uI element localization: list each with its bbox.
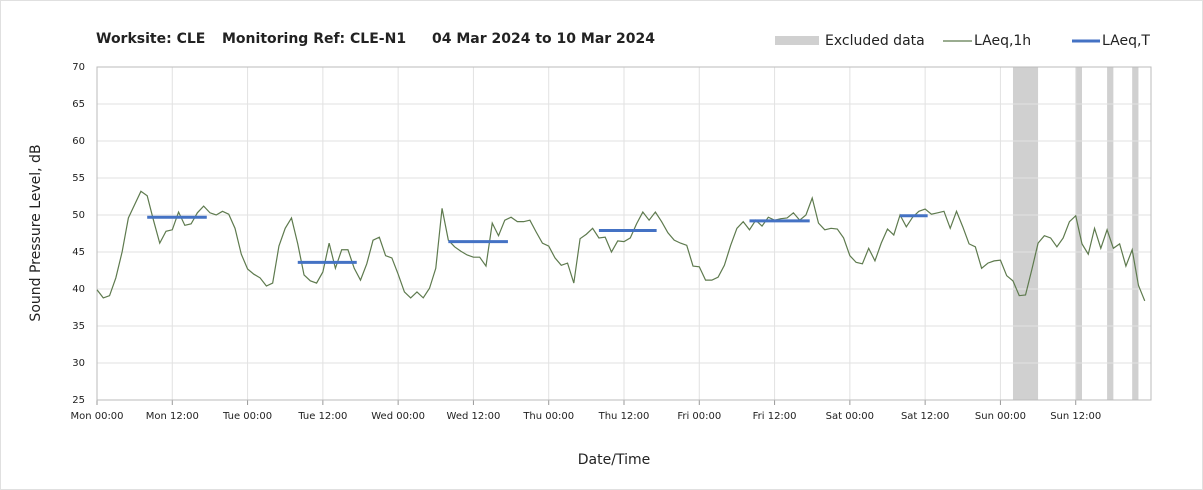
x-tick-label: Thu 12:00 xyxy=(598,411,650,422)
x-tick-label: Mon 12:00 xyxy=(146,411,199,422)
x-tick-label: Wed 12:00 xyxy=(447,411,501,422)
title-dates: 04 Mar 2024 to 10 Mar 2024 xyxy=(432,31,655,47)
x-tick-label: Sat 00:00 xyxy=(826,411,874,422)
x-tick-label: Wed 00:00 xyxy=(371,411,425,422)
title-worksite: Worksite: CLE xyxy=(96,31,205,47)
y-axis-label: Sound Pressure Level, dB xyxy=(28,144,44,321)
y-tick-label: 40 xyxy=(72,284,85,295)
series-line xyxy=(96,190,1146,302)
x-axis-label: Date/Time xyxy=(578,452,650,468)
excluded-range xyxy=(1132,67,1139,400)
excluded-range xyxy=(1075,67,1082,400)
y-tick-label: 25 xyxy=(72,395,85,406)
title-ref: Monitoring Ref: CLE-N1 xyxy=(222,31,406,47)
excluded-range xyxy=(1107,67,1114,400)
excluded-range xyxy=(1012,67,1039,400)
x-tick-label: Tue 12:00 xyxy=(297,411,347,422)
legend-label: LAeq,1h xyxy=(974,33,1031,49)
x-tick-label: Fri 12:00 xyxy=(753,411,797,422)
legend-label: Excluded data xyxy=(825,33,925,49)
y-tick-label: 30 xyxy=(72,358,85,369)
y-tick-label: 50 xyxy=(72,210,85,221)
x-tick-label: Sun 12:00 xyxy=(1050,411,1101,422)
plot-border xyxy=(96,66,1152,401)
y-tick-label: 35 xyxy=(72,321,85,332)
legend-label: LAeq,T xyxy=(1102,33,1150,49)
y-tick-label: 65 xyxy=(72,99,85,110)
y-tick-label: 70 xyxy=(72,62,85,73)
x-tick-label: Sun 00:00 xyxy=(975,411,1026,422)
x-tick-label: Fri 00:00 xyxy=(677,411,721,422)
x-tick-label: Sat 12:00 xyxy=(901,411,949,422)
x-tick-label: Tue 00:00 xyxy=(222,411,272,422)
y-tick-label: 60 xyxy=(72,136,85,147)
legend-swatch xyxy=(775,36,819,45)
y-tick-label: 45 xyxy=(72,247,85,258)
x-tick-label: Thu 00:00 xyxy=(522,411,574,422)
y-tick-label: 55 xyxy=(72,173,85,184)
x-tick-label: Mon 00:00 xyxy=(70,411,123,422)
